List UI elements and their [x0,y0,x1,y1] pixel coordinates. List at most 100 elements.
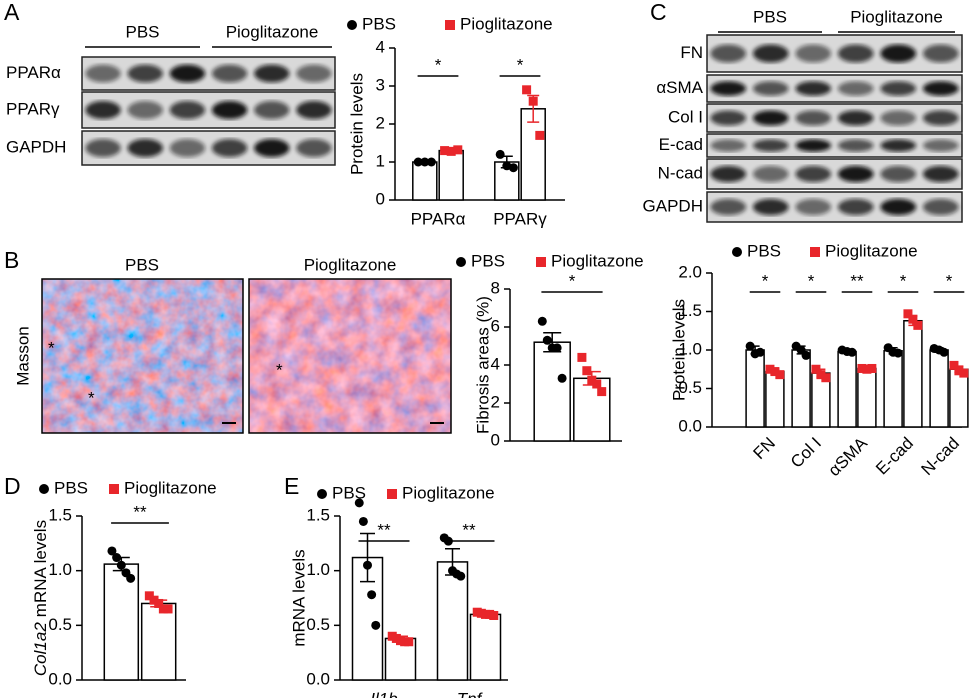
data-point [354,498,364,508]
y-tick-label: 2 [376,113,385,132]
y-tick-label: 8 [491,278,500,297]
y-axis-label-part: mRNA levels [31,520,50,617]
blot-band [880,110,917,126]
data-point [367,590,377,600]
blot-band [880,139,917,152]
x-tick-label: αSMA [825,433,872,480]
y-tick-label: 0 [491,430,500,449]
legend-label: Pioglitazone [124,478,217,497]
blot-band [710,110,747,126]
significance-label: * [900,271,907,290]
y-tick-label: 1.0 [678,339,702,358]
bar [412,161,438,201]
blot-band [752,198,789,216]
blot-band [752,139,789,152]
data-point [522,85,532,95]
y-tick-label: 0.0 [306,669,330,688]
data-point [116,560,126,570]
y-tick-label: 4 [376,37,385,56]
data-point [107,546,117,556]
data-point [949,360,959,370]
image-marker: * [88,388,95,407]
x-tick-label: Col I [787,434,825,472]
blot-strip [706,103,963,133]
data-point [954,366,964,376]
bar [837,350,857,428]
blot-strip [81,130,336,166]
bar [436,561,469,681]
legend-marker [456,257,466,267]
blot-band [211,139,248,157]
y-axis-label: Fibrosis areas (%) [473,296,492,434]
blot-band [922,139,959,152]
data-point [508,163,518,173]
bar [903,319,923,428]
data-point [426,157,436,167]
data-point [592,379,602,389]
row-label: αSMA [656,78,703,97]
blot-band [211,64,248,83]
group-label: PBS [125,22,159,41]
legend-label: PBS [747,241,781,260]
significance-label: * [435,55,442,74]
data-point [908,314,918,324]
bar [883,350,903,428]
row-label: PPARα [6,63,61,82]
y-tick-label: 1 [376,151,385,170]
blot-band [795,165,832,183]
data-point [112,553,122,563]
y-axis-label: Protein levels [347,73,366,175]
blot-band [880,81,917,96]
blot-band [127,64,163,83]
blot-band [922,110,959,126]
x-tick-label: Il1b [370,689,397,698]
data-point [495,149,505,159]
x-tick-label: FN [750,434,779,463]
row-label: Col I [668,107,703,126]
legend-marker [387,489,397,499]
data-point [821,373,831,383]
y-axis-label: Protein levels [669,299,688,401]
data-point [816,370,826,380]
panel-label: E [284,473,299,499]
significance-label: ** [462,520,476,539]
bar [929,349,949,428]
significance-label: ** [133,502,147,521]
blot-strip [706,191,963,223]
row-label: E-cad [659,135,703,154]
blot-band [710,81,747,96]
data-point [420,157,430,167]
blot-band [710,165,747,183]
data-point [857,363,867,373]
data-point [413,157,423,167]
blot-band [880,198,917,216]
panel-label: C [650,0,667,25]
data-point [535,130,545,140]
data-point [453,145,463,155]
x-tick-label: E-cad [872,434,917,479]
data-point [371,620,381,630]
image-frame [248,278,452,434]
histology-image [249,279,451,433]
y-tick-label: 2.0 [678,262,702,281]
blot-band [710,198,747,216]
significance-label: * [946,271,953,290]
blot-band [296,101,332,119]
image-title: Pioglitazone [304,255,397,274]
data-point [867,363,877,373]
data-point [552,343,562,353]
legend-marker [317,489,327,499]
blot-band [795,44,832,63]
data-point [959,368,969,378]
data-point [358,516,368,526]
bar [745,349,765,428]
data-point [489,610,499,620]
x-tick-label: Tnf [457,689,484,698]
y-axis-label: Col1a2 mRNA levels [31,520,50,676]
blot-band [922,198,959,216]
blot-band [880,165,917,183]
bar [857,367,877,428]
image-marker: * [48,338,55,357]
bar [533,341,571,442]
data-point [939,347,949,357]
